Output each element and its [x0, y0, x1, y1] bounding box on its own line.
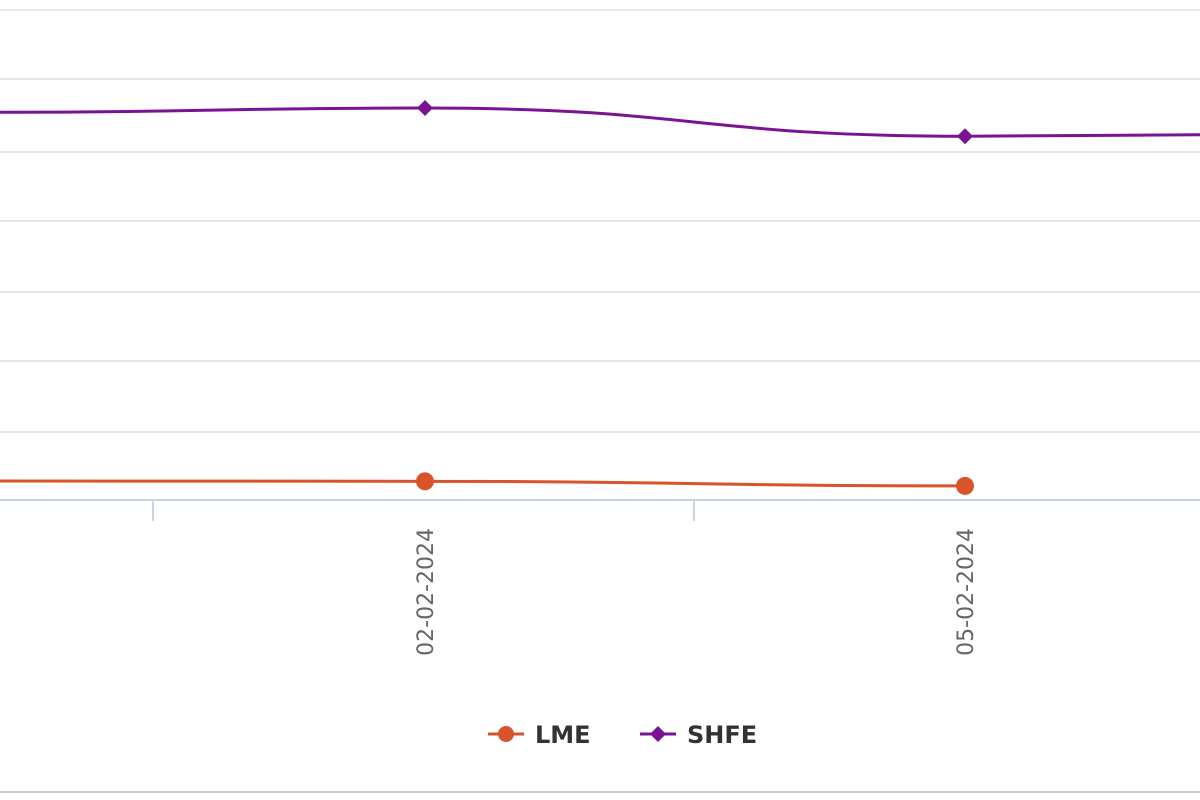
- x-axis: 02-02-2024 05-02-2024: [0, 499, 1200, 656]
- legend-lme-label: LME: [535, 721, 591, 749]
- legend-item-lme[interactable]: LME: [488, 721, 591, 749]
- legend-shfe-label: SHFE: [687, 721, 757, 749]
- data-point-shfe-02-02-2024[interactable]: [417, 100, 433, 117]
- x-tick-label-02-02-2024: 02-02-2024: [414, 528, 439, 656]
- data-point-shfe-05-02-2024[interactable]: [957, 128, 973, 145]
- data-point-lme-02-02-2024[interactable]: [416, 472, 434, 491]
- data-point-lme-05-02-2024[interactable]: [956, 476, 974, 495]
- legend: LME SHFE: [488, 721, 757, 749]
- series-line-shfe: [0, 106, 1200, 138]
- series-line-lme: [0, 479, 966, 488]
- legend-lme-marker: [498, 726, 514, 742]
- legend-item-shfe[interactable]: SHFE: [640, 721, 757, 749]
- x-tick-label-05-02-2024: 05-02-2024: [954, 528, 979, 656]
- gridlines: [0, 9, 1200, 433]
- series: [0, 100, 1200, 495]
- legend-shfe-marker: [650, 726, 666, 742]
